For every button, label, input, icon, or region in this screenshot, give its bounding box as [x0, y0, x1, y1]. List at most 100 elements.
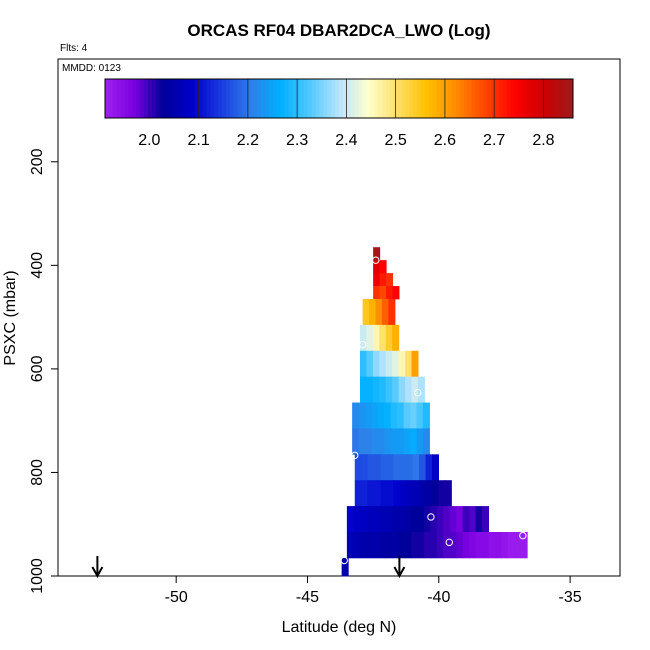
surface-arrows — [91, 556, 406, 579]
colorbar-segment — [225, 79, 231, 118]
heatmap-cell — [371, 402, 379, 429]
colorbar-segment — [323, 79, 328, 118]
colorbar-segment — [206, 79, 211, 118]
heatmap-cell — [379, 376, 387, 403]
colorbar-segment — [249, 79, 254, 118]
heatmap-cell — [393, 454, 401, 481]
x-axis: -50 -45 -40 -35 — [165, 576, 582, 606]
colorbar-segment — [140, 79, 145, 118]
heatmap-cell — [456, 531, 464, 559]
heatmap-cell — [379, 273, 387, 287]
heatmap-cell — [385, 324, 393, 352]
colorbar-segment — [132, 79, 137, 118]
colorbar-segment — [108, 79, 114, 118]
colorbar-segment — [136, 79, 141, 118]
heatmap-cell — [371, 428, 379, 455]
colorbar-segment — [514, 79, 519, 118]
colorbar-segment — [264, 79, 270, 118]
open-marker — [453, 409, 461, 418]
colorbar-segment — [448, 79, 453, 118]
colorbar-segment — [456, 79, 461, 118]
colorbar-segment — [233, 79, 239, 118]
colorbar-segment — [417, 79, 422, 118]
open-marker — [340, 556, 348, 565]
colorbar-segment — [288, 79, 293, 118]
heatmap-cell — [369, 298, 377, 326]
colorbar-segment — [491, 79, 496, 118]
heatmap-cell — [373, 260, 381, 274]
colorbar-segment — [475, 79, 480, 118]
y-tick-label: 200 — [29, 148, 46, 175]
colorbar-tick-label: 2.4 — [335, 132, 357, 149]
heatmap-cell — [367, 454, 375, 481]
heatmap-cell — [381, 298, 389, 326]
colorbar-segment — [374, 79, 379, 118]
heatmap-cell — [391, 531, 399, 559]
colorbar-segment — [467, 79, 473, 118]
colorbar-tick-labels: 2.0 2.1 2.2 2.3 2.4 2.5 2.6 2.7 2.8 — [138, 132, 554, 149]
heatmap-cell — [366, 506, 374, 533]
colorbar-segment — [565, 79, 570, 118]
heatmap-cell — [374, 480, 382, 507]
y-tick-label: 800 — [29, 459, 46, 486]
date-note: MMDD: 0123 — [62, 63, 121, 74]
heatmap-cell — [352, 428, 360, 455]
heatmap-cell — [416, 402, 424, 429]
colorbar-segment — [280, 79, 285, 118]
colorbar-segment — [155, 79, 161, 118]
heatmap-cell — [385, 506, 393, 533]
heatmap-cell — [456, 506, 464, 533]
heatmap-cell — [444, 480, 452, 507]
heatmap-cell — [436, 506, 444, 533]
y-tick-label: 600 — [29, 355, 46, 382]
colorbar-segment — [331, 79, 336, 118]
colorbar-segment — [389, 79, 395, 118]
heatmap-cell — [386, 480, 394, 507]
colorbar-segment — [202, 79, 207, 118]
heatmap-cell — [501, 531, 509, 559]
colorbar-segment — [358, 79, 363, 118]
colorbar-segment — [424, 79, 430, 118]
heatmap-cell — [372, 531, 380, 559]
heatmap-cell — [419, 480, 427, 507]
x-tick-label: -35 — [559, 589, 582, 606]
colorbar-segment — [510, 79, 515, 118]
colorbar-segment — [300, 79, 305, 118]
colorbar-segment — [428, 79, 434, 118]
heatmap-cell — [372, 506, 380, 533]
heatmap-cell — [365, 402, 373, 429]
heatmap-cell — [403, 402, 411, 429]
colorbar-segment — [502, 79, 508, 118]
heatmap-cell — [341, 557, 349, 577]
heatmap-cell — [422, 428, 430, 455]
heatmap-cell — [404, 531, 412, 559]
heatmap-cell — [366, 376, 374, 403]
heatmap-cell — [366, 350, 374, 378]
heatmap-cell — [384, 402, 392, 429]
colorbar-segment — [241, 79, 246, 118]
colorbar-segment — [366, 79, 371, 118]
heatmap-cell — [352, 402, 360, 429]
colorbar-segment — [198, 79, 203, 118]
heatmap-cell — [397, 402, 405, 429]
colorbar-segment — [522, 79, 527, 118]
heatmap-cell — [372, 324, 380, 352]
colorbar-segment — [370, 79, 375, 118]
colorbar-segment — [163, 79, 168, 118]
heatmap-cell — [374, 454, 382, 481]
heatmap-cell — [377, 402, 385, 429]
colorbar-segment — [116, 79, 122, 118]
heatmap-cell — [346, 506, 354, 533]
colorbar-segment — [120, 79, 125, 118]
y-tick-label: 400 — [29, 252, 46, 279]
heatmap-cell — [430, 531, 438, 559]
heatmap-cell — [398, 350, 406, 378]
flights-note: Flts: 4 — [60, 43, 88, 54]
heatmap-cell — [393, 480, 401, 507]
heatmap-cell — [438, 480, 446, 507]
colorbar-segment — [183, 79, 188, 118]
heatmap-cell — [365, 428, 373, 455]
heatmap-cell — [379, 260, 387, 274]
colorbar-segment — [409, 79, 414, 118]
